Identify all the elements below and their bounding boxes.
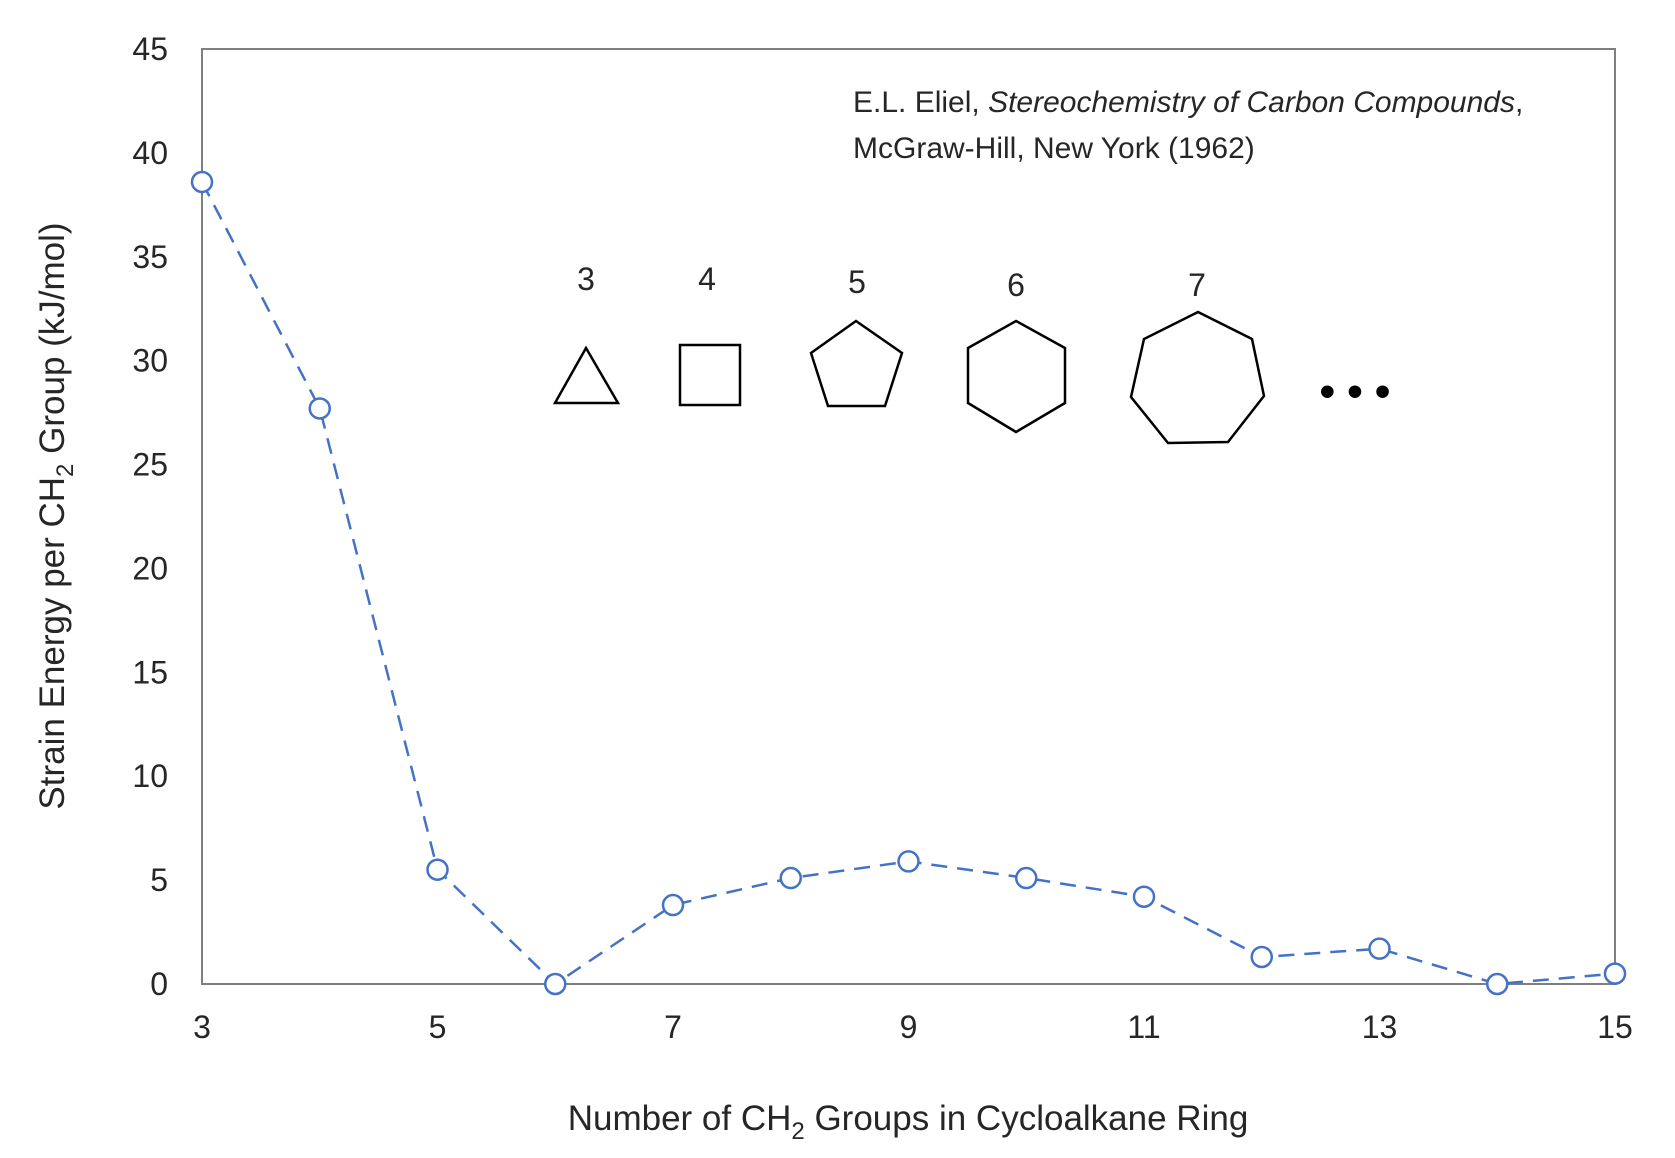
x-tick-label: 13 xyxy=(1362,1009,1398,1045)
square-icon xyxy=(678,343,742,407)
data-point xyxy=(1368,937,1391,960)
ring-label-7: 7 xyxy=(1188,267,1206,303)
data-series xyxy=(190,170,1627,996)
y-tick-label: 20 xyxy=(132,550,168,586)
y-tick-label: 0 xyxy=(150,966,168,1002)
citation-line-1: E.L. Eliel, Stereochemistry of Carbon Co… xyxy=(853,86,1523,119)
triangle-icon xyxy=(552,345,621,405)
ring-label-4: 4 xyxy=(698,261,716,297)
data-point xyxy=(1603,962,1627,985)
y-axis-title: Strain Energy per CH2 Group (kJ/mol) xyxy=(33,222,79,809)
y-tick-label: 35 xyxy=(132,239,168,275)
pentagon-icon xyxy=(809,319,904,408)
y-tick-label: 45 xyxy=(132,31,168,67)
x-tick-label: 3 xyxy=(193,1009,211,1045)
data-point xyxy=(779,866,802,890)
ellipsis-dots: • • • xyxy=(1320,367,1391,416)
data-point xyxy=(897,850,920,873)
data-point xyxy=(1132,885,1156,908)
x-axis-title: Number of CH2 Groups in Cycloalkane Ring xyxy=(568,1099,1249,1145)
y-tick-label: 30 xyxy=(132,343,168,379)
data-point xyxy=(308,397,331,420)
y-tick-label: 25 xyxy=(132,447,168,483)
data-point xyxy=(1250,945,1273,969)
data-point xyxy=(661,893,685,917)
ring-label-5: 5 xyxy=(848,264,866,300)
x-tick-label: 15 xyxy=(1597,1009,1633,1045)
x-tick-label: 5 xyxy=(429,1009,447,1045)
data-point xyxy=(1486,972,1509,996)
x-axis-ticks: 3 5 7 9 11 13 15 xyxy=(193,1009,1633,1045)
plot-frame xyxy=(201,48,1616,985)
y-tick-label: 40 xyxy=(132,135,168,171)
x-tick-label: 7 xyxy=(664,1009,682,1045)
data-point xyxy=(1015,866,1038,890)
y-tick-label: 10 xyxy=(132,758,168,794)
y-tick-label: 5 xyxy=(150,862,168,898)
data-point xyxy=(190,170,214,194)
x-tick-label: 9 xyxy=(900,1009,918,1045)
heptagon-icon xyxy=(1129,310,1266,445)
y-tick-label: 15 xyxy=(132,654,168,690)
x-tick-label: 11 xyxy=(1127,1009,1160,1045)
y-axis-ticks: 0 5 10 15 20 25 30 35 40 45 xyxy=(132,31,168,1002)
data-point xyxy=(544,972,567,996)
citation-line-2: McGraw-Hill, New York (1962) xyxy=(853,132,1255,165)
ring-label-6: 6 xyxy=(1007,267,1025,303)
data-point xyxy=(426,858,449,881)
ring-label-3: 3 xyxy=(577,261,595,297)
hexagon-icon xyxy=(966,319,1067,434)
